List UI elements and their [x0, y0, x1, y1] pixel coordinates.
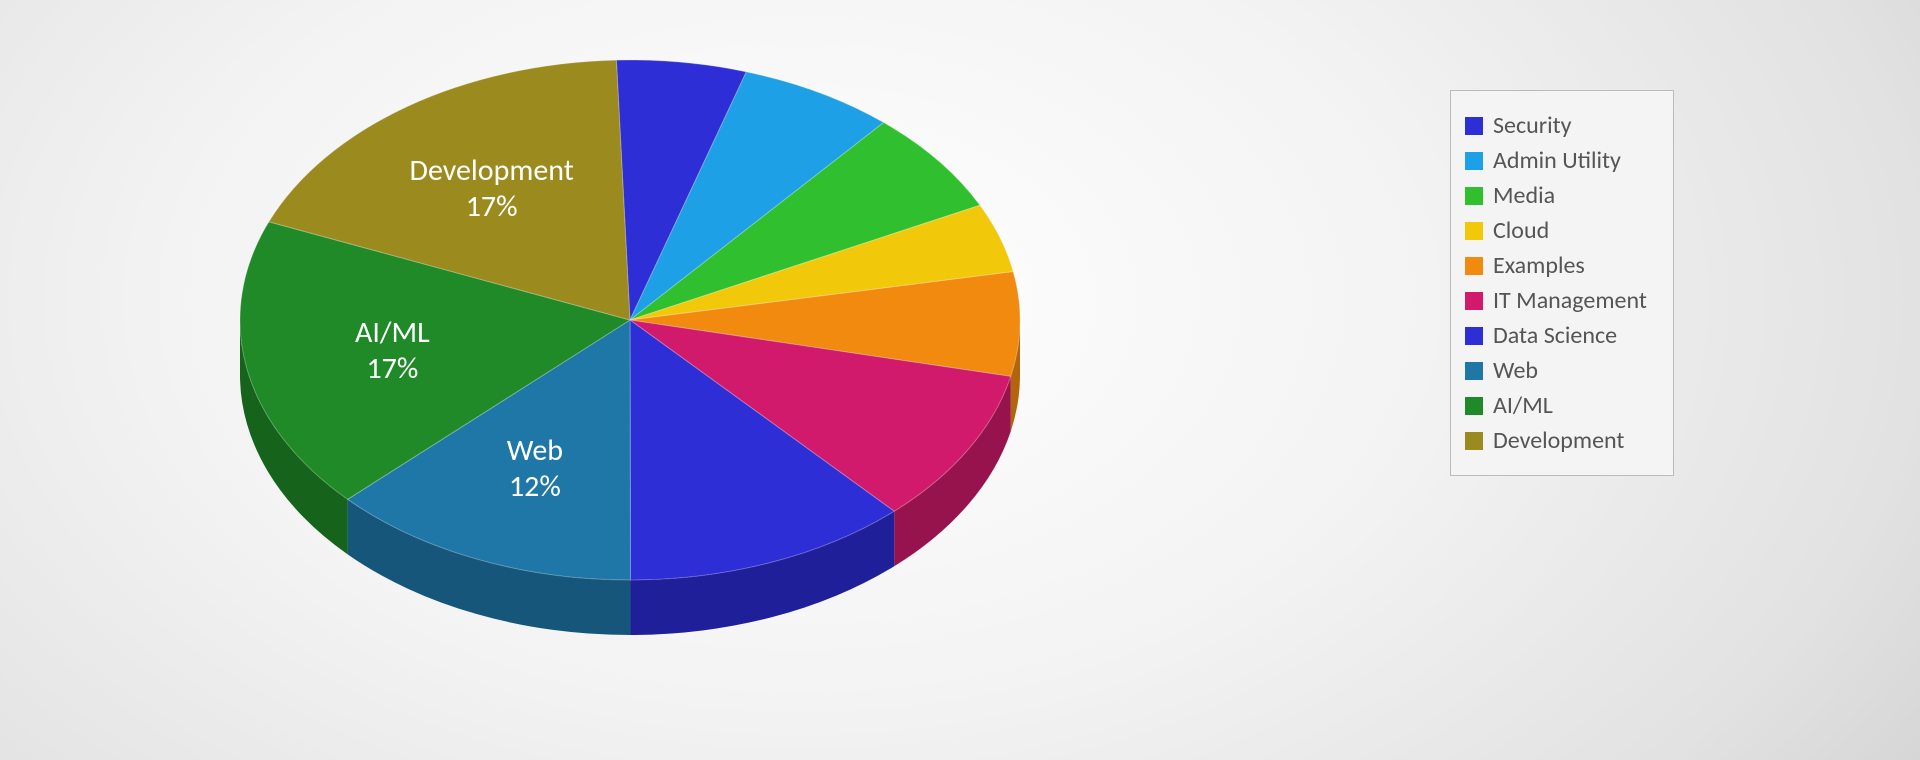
legend-swatch [1465, 327, 1483, 345]
legend: Security Admin Utility Media Cloud Examples I… [1450, 90, 1674, 476]
slice-label-name: Web [507, 432, 563, 469]
legend-item: Admin Utility [1465, 146, 1647, 175]
legend-label: Web [1493, 356, 1538, 385]
legend-label: Examples [1493, 251, 1585, 280]
legend-label: Cloud [1493, 216, 1549, 245]
slice-label-pct: 17% [366, 350, 418, 387]
legend-item: Development [1465, 426, 1647, 455]
legend-swatch [1465, 257, 1483, 275]
legend-item: Media [1465, 181, 1647, 210]
legend-swatch [1465, 432, 1483, 450]
legend-label: Media [1493, 181, 1555, 210]
legend-item: Web [1465, 356, 1647, 385]
legend-swatch [1465, 397, 1483, 415]
slice-label-pct: 12% [509, 468, 561, 505]
legend-item: Security [1465, 111, 1647, 140]
legend-label: IT Management [1493, 286, 1647, 315]
legend-label: AI/ML [1493, 391, 1553, 420]
legend-label: Data Science [1493, 321, 1617, 350]
slice-label-name: Development [409, 152, 573, 189]
slice-label-name: AI/ML [355, 314, 430, 351]
legend-item: Examples [1465, 251, 1647, 280]
pie-chart: Web12%AI/ML17%Development17% [150, 0, 1150, 750]
legend-item: Cloud [1465, 216, 1647, 245]
legend-item: Data Science [1465, 321, 1647, 350]
legend-swatch [1465, 362, 1483, 380]
slice-label-pct: 17% [466, 188, 518, 225]
legend-item: IT Management [1465, 286, 1647, 315]
legend-item: AI/ML [1465, 391, 1647, 420]
legend-swatch [1465, 187, 1483, 205]
chart-stage: Web12%AI/ML17%Development17% SecurityAdm… [0, 0, 1920, 760]
legend-swatch [1465, 152, 1483, 170]
legend-label: Admin Utility [1493, 146, 1621, 175]
slice-label: Web12% [507, 432, 563, 505]
legend-label: Development [1493, 426, 1624, 455]
legend-swatch [1465, 292, 1483, 310]
legend-swatch [1465, 222, 1483, 240]
legend-swatch [1465, 117, 1483, 135]
legend-label: Security [1493, 111, 1572, 140]
